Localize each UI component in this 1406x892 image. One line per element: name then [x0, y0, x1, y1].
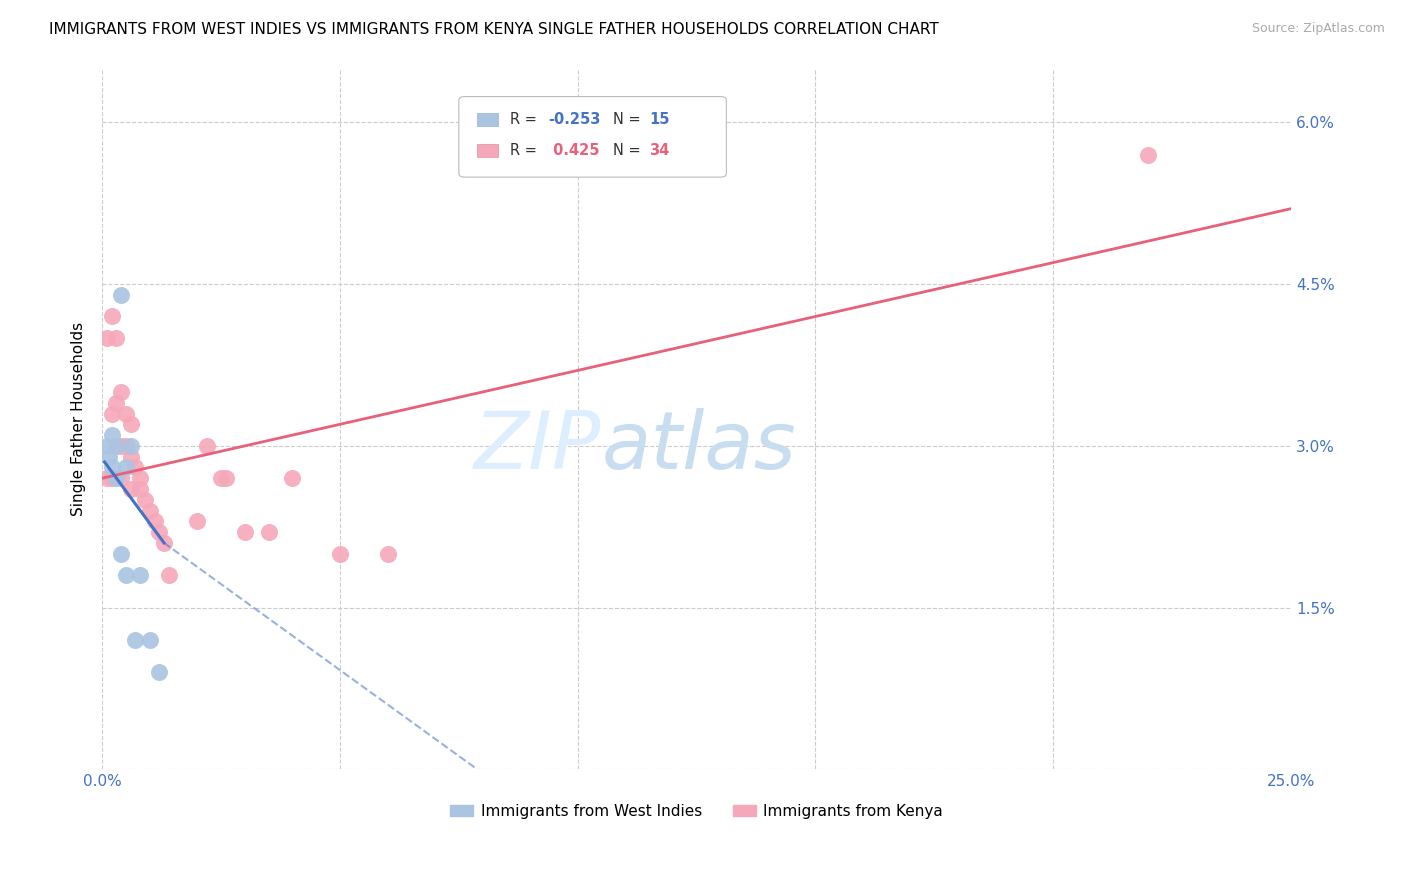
Point	[115, 568, 138, 582]
Point	[129, 482, 152, 496]
Point	[98, 450, 121, 464]
Point	[100, 428, 122, 442]
Point	[110, 384, 132, 399]
Point	[134, 492, 156, 507]
Point	[148, 665, 170, 680]
Point	[209, 471, 232, 485]
Point	[153, 536, 176, 550]
Point	[129, 568, 152, 582]
Point	[139, 632, 162, 647]
Point	[377, 547, 399, 561]
Point	[96, 471, 118, 485]
Point	[195, 439, 218, 453]
Point	[257, 525, 280, 540]
Text: R =: R =	[510, 112, 541, 128]
Point	[100, 460, 122, 475]
Point	[100, 471, 122, 485]
Point	[110, 439, 132, 453]
Point	[124, 460, 146, 475]
Text: ZIP: ZIP	[474, 408, 602, 486]
Point	[120, 482, 142, 496]
Point	[100, 310, 122, 324]
Text: 0.425: 0.425	[548, 143, 599, 158]
Point	[329, 547, 352, 561]
Point	[115, 439, 138, 453]
Point	[215, 471, 238, 485]
Text: atlas: atlas	[602, 408, 796, 486]
Bar	[477, 113, 498, 126]
Point	[1137, 148, 1160, 162]
Point	[157, 568, 180, 582]
Point	[115, 460, 138, 475]
Text: N =: N =	[613, 112, 645, 128]
Point	[105, 439, 128, 453]
Text: N =: N =	[613, 143, 645, 158]
Text: IMMIGRANTS FROM WEST INDIES VS IMMIGRANTS FROM KENYA SINGLE FATHER HOUSEHOLDS CO: IMMIGRANTS FROM WEST INDIES VS IMMIGRANT…	[49, 22, 939, 37]
Point	[186, 514, 208, 528]
Point	[129, 471, 152, 485]
Point	[100, 407, 122, 421]
Text: -0.253: -0.253	[548, 112, 600, 128]
Bar	[477, 145, 498, 157]
Point	[96, 439, 118, 453]
Point	[120, 450, 142, 464]
Point	[124, 632, 146, 647]
Point	[110, 288, 132, 302]
Point	[105, 471, 128, 485]
Point	[148, 525, 170, 540]
Point	[96, 331, 118, 345]
Text: R =: R =	[510, 143, 541, 158]
Point	[281, 471, 304, 485]
Point	[115, 407, 138, 421]
Point	[105, 396, 128, 410]
Point	[233, 525, 256, 540]
Y-axis label: Single Father Households: Single Father Households	[72, 322, 86, 516]
Point	[139, 503, 162, 517]
Point	[143, 514, 166, 528]
Text: 34: 34	[650, 143, 669, 158]
Point	[110, 471, 132, 485]
Point	[120, 417, 142, 432]
Text: Source: ZipAtlas.com: Source: ZipAtlas.com	[1251, 22, 1385, 36]
Legend: Immigrants from West Indies, Immigrants from Kenya: Immigrants from West Indies, Immigrants …	[444, 797, 949, 825]
Text: 15: 15	[650, 112, 669, 128]
Point	[110, 547, 132, 561]
Point	[105, 331, 128, 345]
FancyBboxPatch shape	[458, 96, 727, 178]
Point	[120, 439, 142, 453]
